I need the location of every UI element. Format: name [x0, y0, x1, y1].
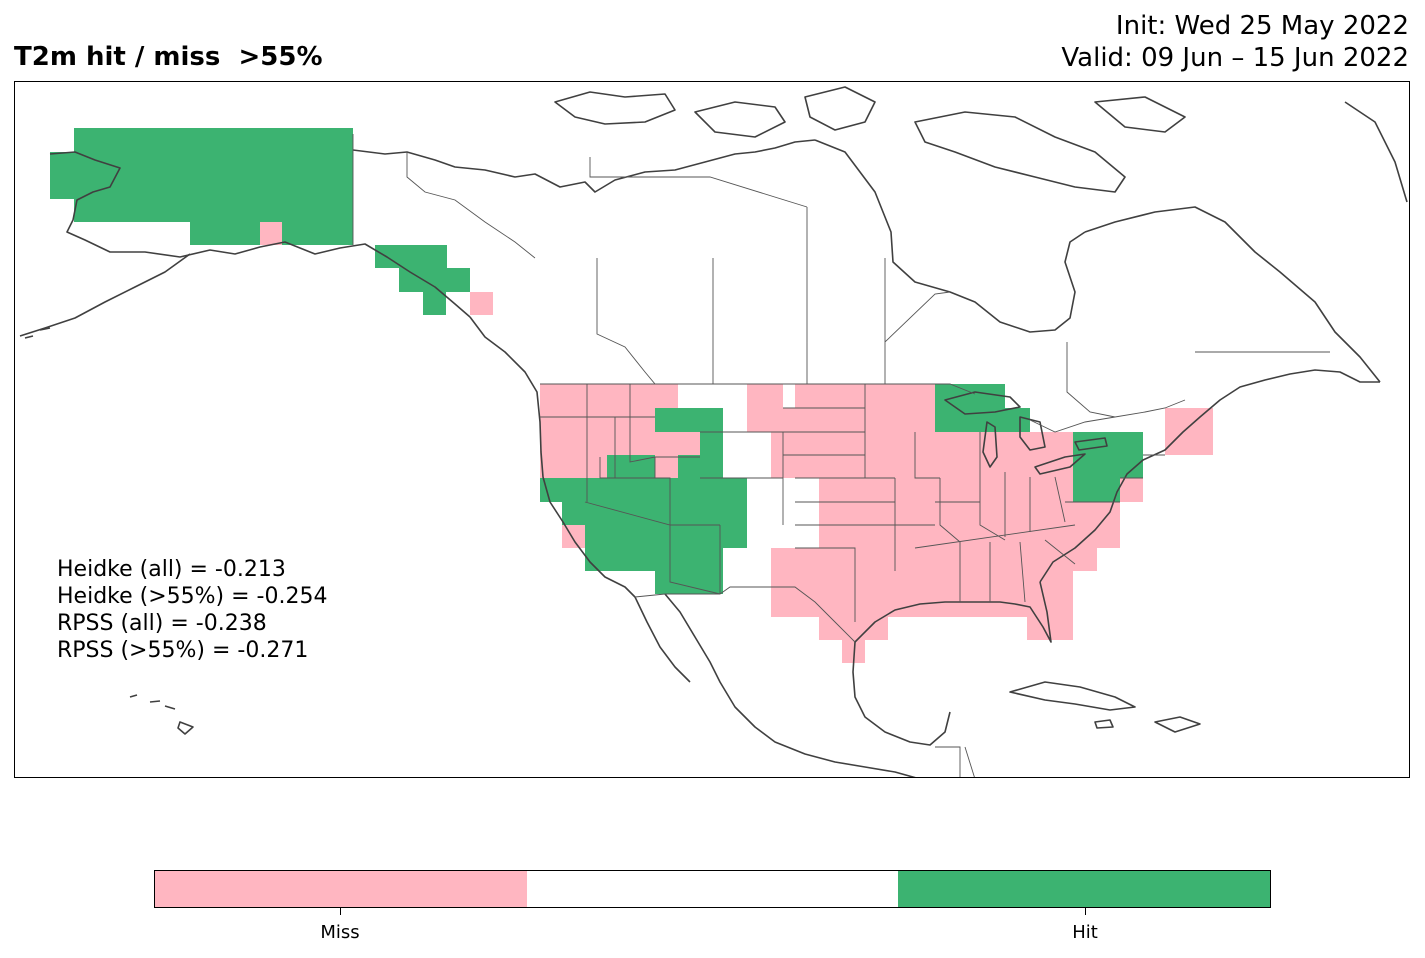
colorbar-hit-segment	[898, 871, 1271, 907]
jamaica	[1094, 719, 1114, 729]
lake-michigan	[982, 421, 998, 468]
mexico-west-coast	[664, 593, 916, 777]
lake-erie	[1034, 453, 1086, 475]
alaska-coast	[49, 151, 471, 318]
se-alaska-miss-cell	[470, 292, 493, 315]
arctic-island-1	[554, 91, 676, 125]
id-miss-cell	[655, 384, 678, 408]
colorbar-miss-segment	[155, 871, 527, 907]
alaska-hit-region	[50, 128, 353, 245]
arctic-island-3	[804, 86, 876, 131]
map-title: T2m hit / miss >55%	[14, 42, 323, 72]
hudson-bay-coast	[814, 139, 1086, 333]
central-america-borders	[935, 746, 975, 777]
lake-superior	[944, 391, 1021, 415]
hispaniola	[1154, 716, 1201, 733]
heidke-55-score: Heidke (>55%) = -0.254	[57, 584, 328, 609]
skill-scores: Heidke (all) = -0.213 Heidke (>55%) = -0…	[57, 556, 327, 664]
map-panel	[14, 81, 1410, 778]
colorbar-neutral-segment	[526, 871, 899, 907]
atlantic-coast	[1039, 369, 1380, 583]
quebec-border	[1066, 342, 1330, 418]
colorbar-tick-miss	[340, 908, 341, 915]
arctic-coast	[352, 139, 816, 193]
hawaii-islands	[129, 694, 194, 735]
colorbar-label-hit: Hit	[1072, 922, 1098, 943]
arctic-island-4	[1094, 96, 1186, 133]
valid-date: Valid: 09 Jun – 15 Jun 2022	[1061, 43, 1409, 73]
heidke-all-score: Heidke (all) = -0.213	[57, 557, 286, 582]
init-date: Init: Wed 25 May 2022	[1115, 11, 1409, 41]
gulf-us-coast	[854, 581, 1052, 643]
canada-provinces	[406, 152, 951, 385]
colorbar	[154, 870, 1271, 908]
gulf-coast	[852, 641, 951, 746]
texas-gap	[795, 478, 819, 548]
pacific-coast	[469, 316, 636, 598]
arctic-island-2	[694, 101, 786, 138]
map-canvas	[19, 86, 1408, 777]
political-borders	[352, 134, 1330, 777]
mountain-gap-2	[755, 478, 795, 571]
labrador-coast	[1084, 206, 1381, 383]
new-york-hit-region	[1073, 432, 1143, 502]
cuba	[1009, 681, 1136, 711]
colorbar-tick-hit	[1085, 908, 1086, 915]
alaska-peninsula-coast	[19, 253, 191, 337]
lake-ontario	[1074, 437, 1108, 451]
date-info: Init: Wed 25 May 2022 Valid: 09 Jun – 15…	[1061, 10, 1409, 74]
us-mexico-border	[634, 586, 856, 643]
baffin-island	[914, 111, 1126, 193]
aleutian-islands	[24, 327, 51, 339]
rpss-all-score: RPSS (all) = -0.238	[57, 611, 267, 636]
southwest-hit-region	[540, 408, 747, 594]
lake-huron	[1019, 416, 1046, 451]
us-state-borders	[540, 384, 1165, 622]
baja-coast	[634, 596, 691, 683]
rpss-55-score: RPSS (>55%) = -0.271	[57, 638, 309, 663]
colorbar-label-miss: Miss	[320, 922, 360, 943]
alaska-miss-cell	[260, 222, 282, 245]
southwest-gap	[723, 548, 771, 594]
greenland-edge	[1344, 101, 1408, 203]
coastlines	[19, 86, 1408, 777]
